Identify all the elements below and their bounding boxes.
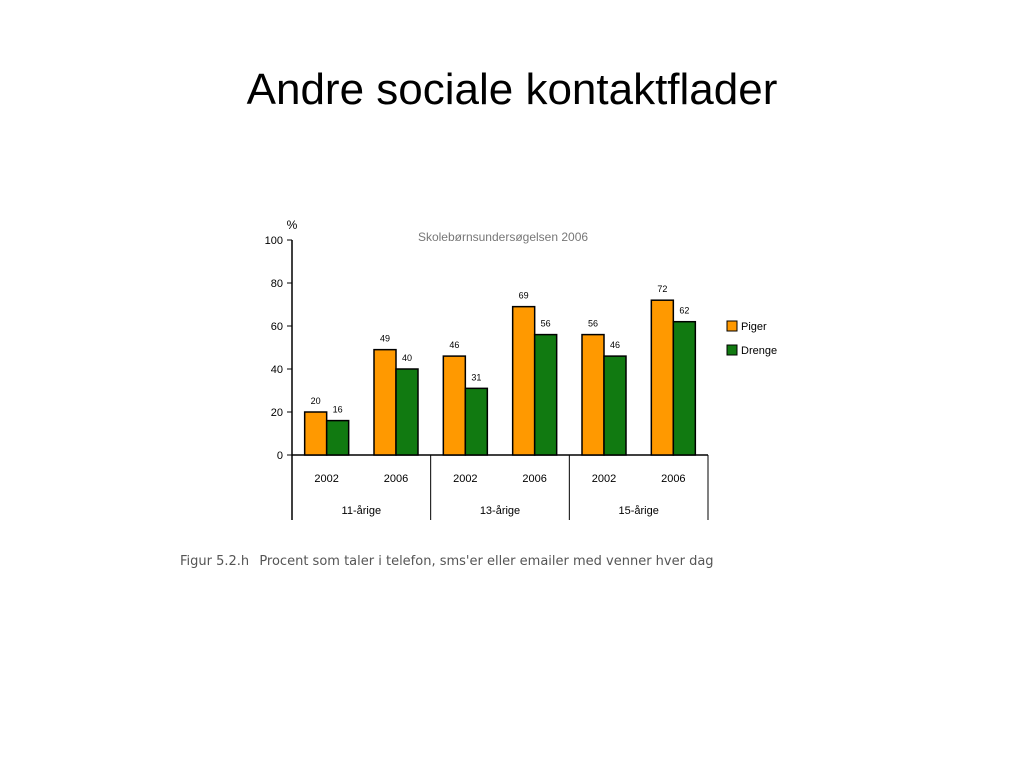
bar-drenge-0 <box>325 419 350 456</box>
y-tick-label: 80 <box>271 278 283 290</box>
y-axis-label: % <box>287 218 298 232</box>
y-tick-label: 60 <box>271 321 283 333</box>
group-label: 11-årige <box>342 505 382 517</box>
bar-piger-1 <box>373 348 397 456</box>
legend-label: Drenge <box>741 345 777 357</box>
x-tick-label: 2002 <box>314 473 338 485</box>
data-label: 40 <box>402 353 412 363</box>
caption-label: Figur 5.2.h <box>180 554 250 569</box>
y-tick-label: 40 <box>271 364 283 376</box>
bar-piger-4 <box>581 333 605 456</box>
legend-label: Piger <box>741 321 767 333</box>
y-tick-label: 20 <box>271 407 283 419</box>
bar-drenge-2 <box>464 387 489 456</box>
bar-drenge-5 <box>672 320 697 456</box>
x-tick-label: 2006 <box>384 473 408 485</box>
bar-drenge-1 <box>395 368 419 456</box>
slide-title: Andre sociale kontaktflader <box>246 65 778 114</box>
bar-piger-2 <box>442 355 467 456</box>
data-label: 56 <box>588 319 598 329</box>
data-label: 20 <box>311 396 321 406</box>
y-tick-label: 100 <box>265 235 283 247</box>
bar-piger-5 <box>650 299 675 456</box>
caption-text: Procent som taler i telefon, sms'er elle… <box>259 554 714 569</box>
data-label: 31 <box>471 372 481 382</box>
legend-swatch <box>726 344 738 356</box>
figure-caption: Figur 5.2.h Procent som taler i telefon,… <box>180 554 840 569</box>
bar-piger-0 <box>303 411 328 456</box>
group-label: 13-årige <box>480 505 520 517</box>
bar-piger-3 <box>511 305 536 456</box>
data-label: 69 <box>519 291 529 301</box>
y-tick-label: 0 <box>277 450 283 462</box>
data-label: 46 <box>449 340 459 350</box>
x-tick-label: 2006 <box>661 473 685 485</box>
data-label: 49 <box>380 334 390 344</box>
data-label: 62 <box>679 306 689 316</box>
legend-swatch <box>726 320 738 332</box>
x-tick-label: 2002 <box>592 473 616 485</box>
bar-drenge-3 <box>533 333 558 456</box>
x-tick-label: 2006 <box>522 473 546 485</box>
data-label: 16 <box>333 405 343 415</box>
data-label: 56 <box>541 319 551 329</box>
chart-title: Skolebørnsundersøgelsen 2006 <box>418 230 588 244</box>
group-label: 15-årige <box>618 505 658 517</box>
data-label: 46 <box>610 340 620 350</box>
data-label: 72 <box>657 284 667 294</box>
x-tick-label: 2002 <box>453 473 477 485</box>
bar-drenge-4 <box>603 355 627 456</box>
